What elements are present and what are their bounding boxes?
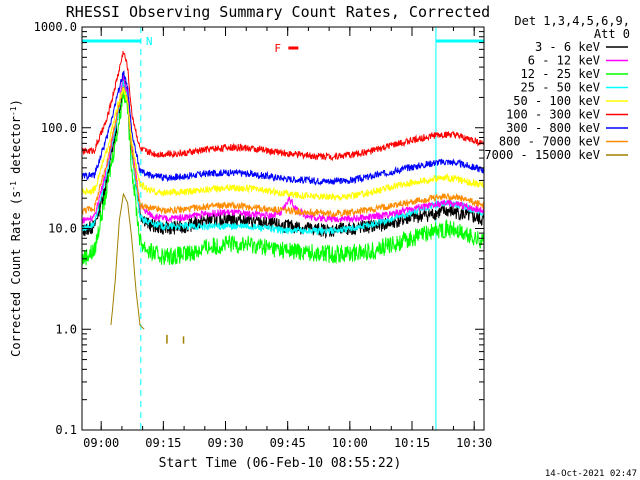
night-label: N [146, 35, 153, 48]
x-axis-label: Start Time (06-Feb-10 08:55:22) [159, 456, 402, 471]
y-axis: 0.1 1.0 10.0 100.0 1000.0 [34, 20, 485, 437]
y-axis-label: Corrected Count Rate (s-1 detector-1) [9, 99, 24, 357]
series-line-2 [81, 87, 485, 266]
y-tick-label: 10.0 [48, 222, 77, 236]
flare-label: F [274, 42, 281, 55]
legend-label: 100 - 300 keV [506, 108, 600, 122]
legend-label: 7000 - 15000 keV [484, 148, 600, 162]
y-axis-label-part3: ) [9, 99, 23, 106]
legend-header-line1: Det 1,3,4,5,6,9, [514, 14, 630, 28]
series-line-0 [81, 72, 485, 239]
y-tick-label: 1.0 [55, 322, 77, 336]
legend-label: 12 - 25 keV [521, 67, 600, 81]
x-axis: 09:00 09:15 09:30 09:45 10:00 10:15 10:30 [83, 27, 492, 450]
y-tick-label: 0.1 [55, 423, 77, 437]
series-line-8 [110, 192, 145, 330]
x-tick-label: 10:30 [456, 436, 492, 450]
x-tick-label: 09:15 [145, 436, 181, 450]
x-tick-label: 09:45 [270, 436, 306, 450]
legend-label: 50 - 100 keV [513, 94, 600, 108]
series-line-5 [81, 50, 485, 162]
series-line-4 [81, 87, 485, 202]
legend-label: 300 - 800 keV [506, 121, 600, 135]
legend-header-line2: Att 0 [594, 27, 630, 41]
y-axis-label-sup2: -1 [9, 106, 18, 116]
y-axis-label-sup1: -1 [9, 181, 18, 191]
y-tick-label: 1000.0 [34, 20, 77, 34]
y-axis-label-part2: detector [9, 116, 23, 181]
x-tick-label: 10:00 [332, 436, 368, 450]
x-tick-label: 09:00 [83, 436, 119, 450]
series-line-7 [81, 86, 485, 219]
series-line-1 [81, 74, 485, 224]
series-line-6 [81, 70, 485, 186]
x-tick-label: 09:30 [207, 436, 243, 450]
legend-label: 25 - 50 keV [521, 81, 600, 95]
x-tick-label: 10:15 [394, 436, 430, 450]
plot-area: NF [81, 27, 485, 430]
y-axis-label-part1: Corrected Count Rate (s [9, 191, 23, 357]
chart-title: RHESSI Observing Summary Count Rates, Co… [66, 3, 490, 21]
legend-label: 3 - 6 keV [535, 40, 600, 54]
y-tick-label: 100.0 [41, 121, 77, 135]
footer-date: 14-Oct-2021 02:47 [545, 469, 637, 479]
legend-label: 800 - 7000 keV [499, 135, 600, 149]
legend-label: 6 - 12 keV [528, 54, 600, 68]
series-line-3 [81, 80, 485, 236]
